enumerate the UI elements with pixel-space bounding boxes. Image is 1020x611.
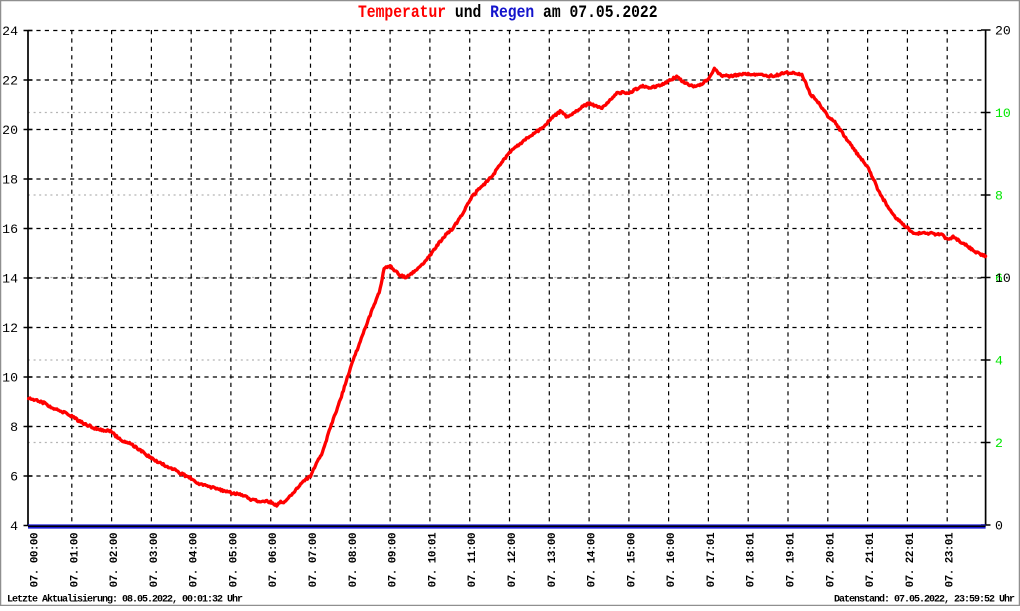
svg-text:07. 19:01: 07. 19:01 <box>786 532 798 587</box>
svg-text:20: 20 <box>995 24 1011 39</box>
svg-text:14: 14 <box>2 272 18 287</box>
svg-text:10: 10 <box>995 106 1011 121</box>
svg-text:2: 2 <box>995 436 1003 451</box>
svg-text:Datenstand: 07.05.2022, 23:59:: Datenstand: 07.05.2022, 23:59:52 Uhr <box>834 594 1015 606</box>
svg-text:07. 18:01: 07. 18:01 <box>746 532 758 587</box>
svg-text:07. 23:01: 07. 23:01 <box>945 532 957 587</box>
svg-text:12: 12 <box>2 321 18 336</box>
svg-text:16: 16 <box>2 222 18 237</box>
svg-text:10: 10 <box>995 271 1011 286</box>
svg-text:07. 16:00: 07. 16:00 <box>666 533 678 587</box>
svg-text:07. 09:00: 07. 09:00 <box>388 533 400 587</box>
svg-text:07. 08:00: 07. 08:00 <box>348 533 360 587</box>
svg-text:22: 22 <box>2 74 18 89</box>
svg-text:Temperatur und Regen am 07.05.: Temperatur und Regen am 07.05.2022 <box>358 2 658 23</box>
svg-text:4: 4 <box>10 519 18 534</box>
svg-text:07. 02:00: 07. 02:00 <box>109 533 121 587</box>
svg-text:8: 8 <box>10 420 18 435</box>
svg-text:07. 22:01: 07. 22:01 <box>905 532 917 587</box>
svg-text:07. 20:01: 07. 20:01 <box>825 532 837 587</box>
svg-text:07. 13:00: 07. 13:00 <box>547 533 559 587</box>
svg-text:07. 17:01: 07. 17:01 <box>706 532 718 587</box>
svg-text:07. 01:00: 07. 01:00 <box>69 533 81 587</box>
svg-text:6: 6 <box>995 271 1003 286</box>
svg-text:07. 00:00: 07. 00:00 <box>30 533 42 587</box>
svg-text:07. 07:00: 07. 07:00 <box>308 533 320 587</box>
svg-text:20: 20 <box>2 123 18 138</box>
svg-text:07. 03:00: 07. 03:00 <box>149 533 161 587</box>
svg-text:07. 14:00: 07. 14:00 <box>587 533 599 587</box>
svg-text:07. 15:00: 07. 15:00 <box>626 533 638 587</box>
svg-text:Letzte Aktualisierung: 08.05.2: Letzte Aktualisierung: 08.05.2022, 00:01… <box>7 594 243 606</box>
svg-text:07. 11:00: 07. 11:00 <box>467 533 479 587</box>
svg-text:07. 12:00: 07. 12:00 <box>507 533 519 587</box>
svg-text:0: 0 <box>995 519 1003 534</box>
svg-text:07. 05:00: 07. 05:00 <box>228 533 240 587</box>
svg-text:07. 06:00: 07. 06:00 <box>268 533 280 587</box>
svg-text:10: 10 <box>2 371 18 386</box>
svg-text:07. 10:01: 07. 10:01 <box>427 532 439 587</box>
svg-text:24: 24 <box>2 24 18 39</box>
svg-text:4: 4 <box>995 354 1003 369</box>
svg-text:8: 8 <box>995 189 1003 204</box>
svg-text:6: 6 <box>10 470 18 485</box>
svg-text:18: 18 <box>2 173 18 188</box>
svg-text:07. 04:00: 07. 04:00 <box>189 533 201 587</box>
svg-text:07. 21:01: 07. 21:01 <box>865 532 877 587</box>
